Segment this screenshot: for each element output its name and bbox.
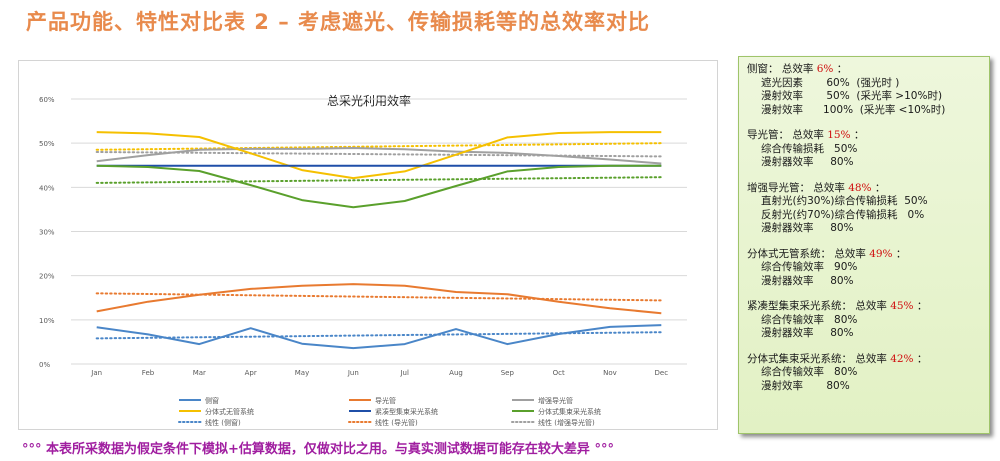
efficiency-label: 总效率 [855,352,891,365]
parameter-line: 漫射器效率 80% [761,274,854,287]
efficiency-colon: ： [913,300,928,312]
y-tick-label: 40% [39,184,55,192]
y-tick-label: 10% [39,317,55,325]
efficiency-colon: ： [913,352,928,365]
page-title: 产品功能、特性对比表 2 – 考虑遮光、传输损耗等的总效率对比 [26,10,651,34]
legend-label: 紧凑型集束采光系统 [375,407,438,416]
parameter-line: 漫射器效率 80% [761,222,854,234]
parameter-line: 综合传输效率 80% [761,313,858,326]
x-tick-label: May [295,369,309,377]
system-name: 紧凑型集束采光系统： [747,300,856,312]
parameter-line: 漫射效率 100% (采光率 <10%时) [761,103,946,116]
y-tick-label: 60% [39,96,55,104]
x-tick-label: Sep [501,369,515,377]
series-line [96,147,662,165]
efficiency-group: 分体式集束采光系统： 总效率 42% ：综合传输效率 80% 漫射效率 80% [747,353,983,394]
system-name: 增强导光管： [747,181,814,194]
parameter-line: 综合传输效率 90% [761,261,858,273]
efficiency-value: 45% [890,300,914,312]
parameter-line: 遮光因素 60% (强光时 ) [761,76,900,89]
parameter-line: 漫射器效率 80% [761,327,854,339]
efficiency-group: 导光管： 总效率 15% ：综合传输损耗 50% 漫射器效率 80% [747,129,983,170]
parameter-line: 漫射器效率 80% [761,156,854,168]
chart-frame: 总采光利用效率 0% 10% 20% 30% 40% 50% 60% Jan Feb Mar Apr M… [18,60,718,430]
efficiency-label: 总效率 [792,129,828,141]
system-name: 分体式集束采光系统： [747,352,856,365]
legend-label: 侧窗 [205,396,219,405]
group-heading: 侧窗： 总效率 6% ： [747,63,983,77]
chart-title: 总采光利用效率 [327,93,411,108]
efficiency-label: 总效率 [813,181,849,194]
system-name: 侧窗： [747,63,782,75]
system-name: 分体式无管系统： [747,247,835,260]
parameter-line: 漫射效率 80% [761,379,850,392]
y-tick-label: 20% [39,273,55,281]
efficiency-label: 总效率 [855,300,891,312]
legend-label: 线性 (侧窗) [205,418,241,427]
x-tick-label: Feb [142,369,155,377]
series-line [96,164,662,209]
x-tick-label: Aug [449,369,463,377]
efficiency-group: 分体式无管系统： 总效率 49% ：综合传输效率 90% 漫射器效率 80% [747,248,983,289]
parameter-line: 漫射效率 50% (采光率 >10%时) [761,90,943,102]
trendline [95,292,663,302]
series-line [96,131,662,180]
efficiency-colon: ： [892,247,907,260]
disclaimer-note: °°° 本表所采数据为假定条件下模拟+估算数据，仅做对比之用。与真实测试数据可能… [22,442,614,457]
x-tick-label: Jun [347,369,359,377]
parameter-line: 综合传输损耗 50% [761,142,858,155]
x-tick-label: Jan [90,369,102,377]
y-tick-label: 0% [39,361,50,369]
efficiency-value: 15% [827,129,851,141]
legend-label: 分体式集束采光系统 [538,407,601,416]
group-heading: 分体式无管系统： 总效率 49% ： [747,248,983,262]
parameter-line: 直射光(约30%)综合传输损耗 50% [761,195,928,207]
efficiency-group: 增强导光管： 总效率 48% ：直射光(约30%)综合传输损耗 50% 反射光(约… [747,182,983,236]
efficiency-colon: ： [850,129,865,141]
efficiency-label: 总效率 [781,63,817,75]
x-tick-label: Oct [553,369,565,377]
system-name: 导光管： [747,129,793,141]
trendline [95,142,663,151]
x-tick-label: Jul [399,369,409,377]
x-tick-label: Nov [603,369,617,377]
efficiency-value: 42% [890,352,914,365]
trendline [95,151,663,158]
y-tick-label: 50% [39,140,55,148]
legend-label: 增强导光管 [538,396,573,405]
group-heading: 分体式集束采光系统： 总效率 42% ： [747,353,983,367]
trendline [95,331,663,340]
efficiency-line-chart: 总采光利用效率 0% 10% 20% 30% 40% 50% 60% Jan Feb Mar Apr M… [39,93,687,427]
group-heading: 紧凑型集束采光系统： 总效率 45% ： [747,300,983,314]
parameter-line: 综合传输效率 80% [761,366,858,378]
x-tick-label: Apr [245,369,257,377]
x-tick-label: Dec [655,369,669,377]
legend-label: 分体式无管系统 [205,407,254,416]
group-heading: 导光管： 总效率 15% ： [747,129,983,143]
y-tick-label: 30% [39,229,55,237]
efficiency-colon: ： [871,181,886,194]
efficiency-value: 48% [848,181,872,194]
x-tick-label: Mar [193,369,206,377]
parameter-line: 反射光(约70%)综合传输损耗 0% [761,208,925,221]
series-line [96,283,662,315]
efficiency-value: 49% [869,247,893,260]
legend-label: 线性 (增强导光管) [538,418,595,427]
efficiency-notes-panel: 侧窗： 总效率 6% ：遮光因素 60% (强光时 ) 漫射效率 50% (采光率… [738,56,990,434]
efficiency-group: 紧凑型集束采光系统： 总效率 45% ：综合传输效率 80% 漫射器效率 80% [747,300,983,341]
legend-label: 导光管 [375,396,396,405]
efficiency-value: 6% [816,63,834,75]
legend-label: 线性 (导光管) [375,418,418,427]
group-heading: 增强导光管： 总效率 48% ： [747,182,983,196]
efficiency-colon: ： [833,63,848,75]
efficiency-label: 总效率 [834,247,870,260]
trendline [95,176,663,184]
series-line [96,324,662,350]
efficiency-group: 侧窗： 总效率 6% ：遮光因素 60% (强光时 ) 漫射效率 50% (采光率… [747,63,983,117]
